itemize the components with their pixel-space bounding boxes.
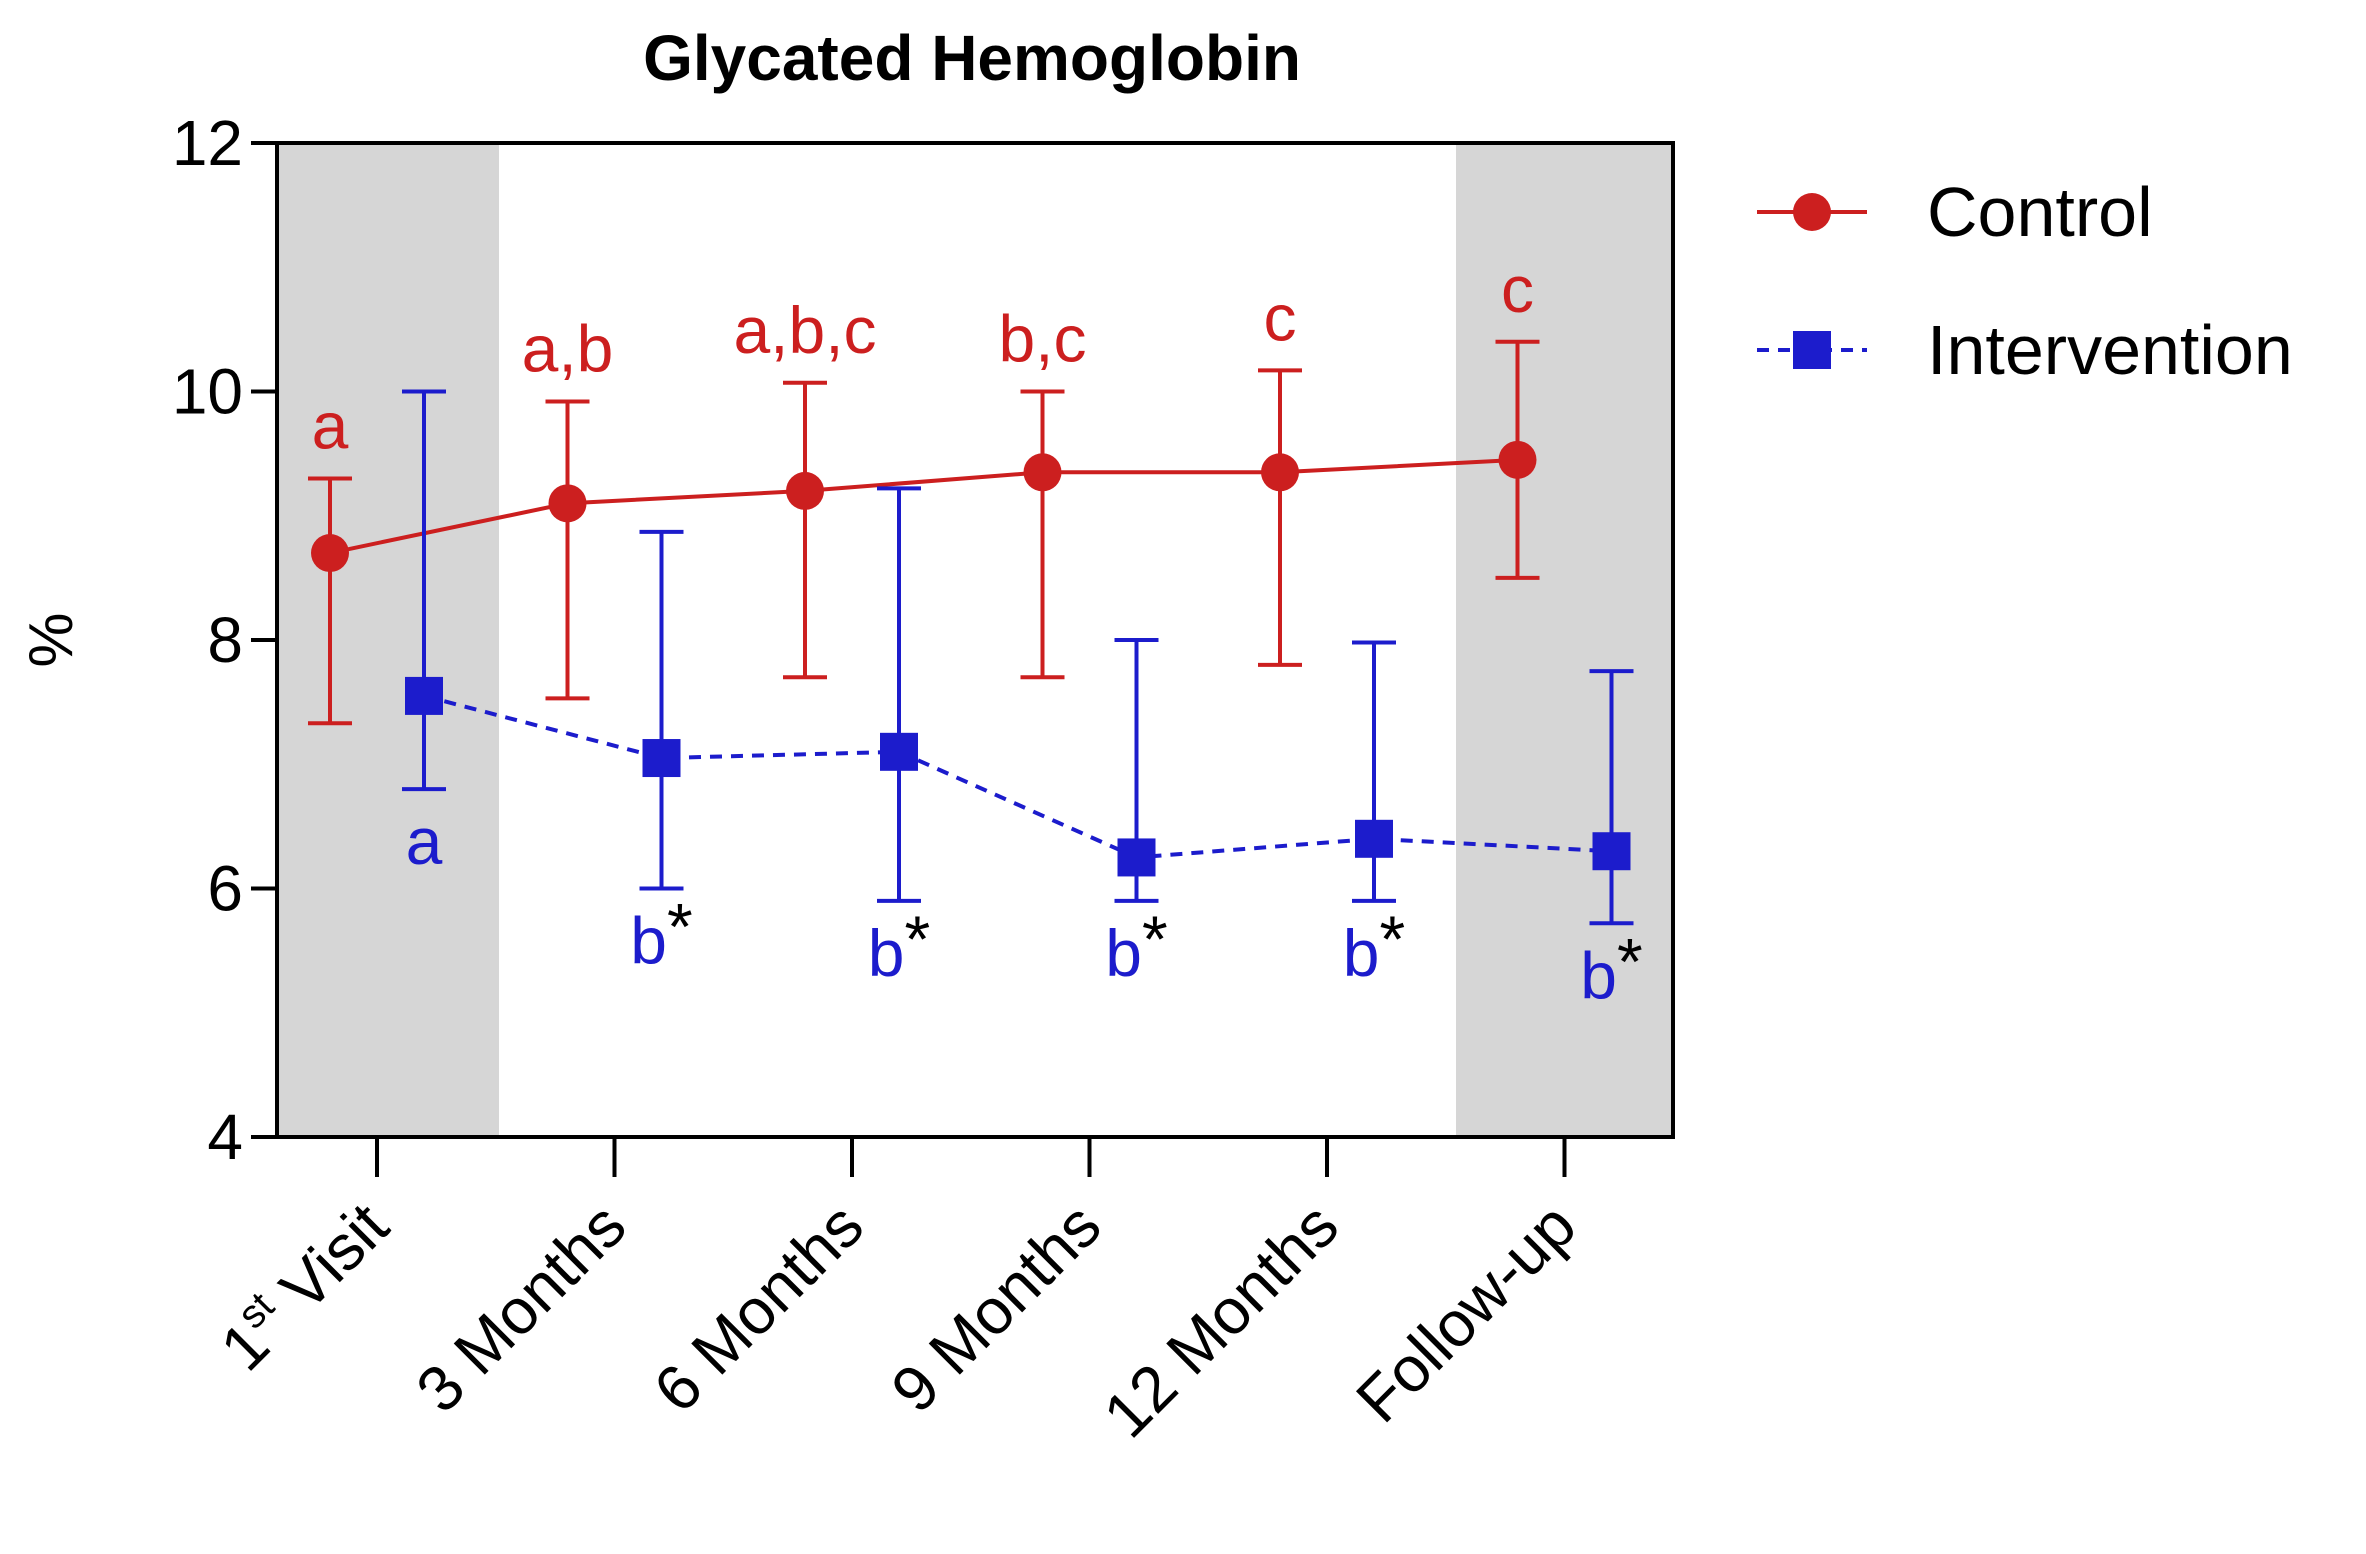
significance-label: a: [312, 388, 349, 462]
x-tick-label: 9 Months: [877, 1189, 1114, 1426]
series-line: [423, 693, 1612, 860]
shaded-region: [277, 143, 499, 1137]
data-point: [1023, 453, 1062, 492]
shaded-region: [1456, 143, 1673, 1137]
significance-label: b*: [1105, 902, 1167, 990]
significance-label: b,c: [998, 302, 1086, 376]
data-point: [1261, 453, 1299, 492]
data-point: [642, 739, 681, 778]
x-tick-label: 1st Visit: [204, 1187, 402, 1385]
legend-item-control: Control: [1757, 173, 2153, 251]
significance-label: c: [1501, 252, 1534, 326]
legend: Control Intervention: [1757, 173, 2293, 389]
series-line: [329, 457, 1518, 555]
significance-label: a,b: [522, 311, 614, 385]
y-tick-label: 10: [172, 356, 243, 428]
y-axis-label: %: [17, 612, 86, 667]
legend-marker: [1793, 193, 1831, 231]
legend-label: Intervention: [1927, 311, 2293, 389]
data-point: [1498, 440, 1537, 479]
legend-label: Control: [1927, 173, 2153, 251]
significance-label: b*: [630, 890, 692, 978]
significance-label: b*: [868, 902, 930, 990]
significance-label: a,b,c: [733, 293, 876, 367]
y-tick-label: 12: [172, 107, 243, 179]
y-tick-label: 4: [207, 1101, 243, 1173]
significance-label: b*: [1343, 902, 1405, 990]
x-tick-label: 6 Months: [640, 1189, 877, 1426]
legend-marker: [1793, 331, 1831, 369]
data-point: [880, 732, 918, 771]
significance-label: b*: [1580, 924, 1642, 1012]
x-tick-label: 3 Months: [402, 1189, 639, 1426]
series-intervention: a b* b* b* b* b*: [402, 389, 1643, 1012]
data-point: [1117, 838, 1156, 877]
legend-item-intervention: Intervention: [1757, 311, 2293, 389]
series-layer: a a,b a,b,c b,c c c a b* b* b* b* b*: [308, 252, 1643, 1012]
data-point: [786, 471, 824, 510]
x-tick-label: Follow-up: [1342, 1189, 1589, 1436]
y-tick-label: 6: [207, 853, 243, 925]
significance-label: c: [1264, 280, 1297, 354]
chart-title: Glycated Hemoglobin: [643, 22, 1301, 94]
series-control: a a,b a,b,c b,c c c: [308, 252, 1540, 726]
y-tick-label: 8: [207, 604, 243, 676]
data-point: [405, 676, 443, 715]
shaded-regions: [277, 143, 1673, 1137]
significance-label: a: [406, 804, 443, 878]
data-point: [1355, 819, 1393, 858]
y-axis: 4 6 8 10 12: [172, 107, 277, 1173]
data-point: [311, 534, 349, 573]
data-point: [548, 484, 587, 523]
x-tick-label: 12 Months: [1090, 1189, 1352, 1451]
data-point: [1592, 832, 1631, 871]
